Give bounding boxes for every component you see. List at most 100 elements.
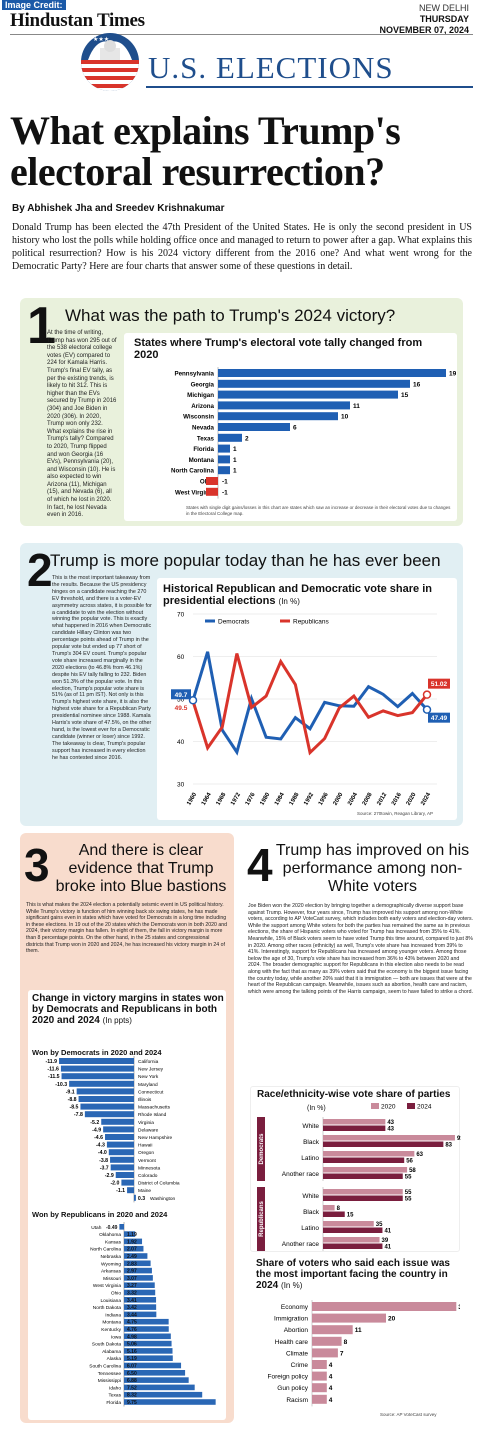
bar-category-label: South Carolina [89,1364,121,1370]
data-label: 4.76 [127,1327,137,1333]
data-label: 2.07 [127,1247,137,1253]
data-label: 58 [409,1168,416,1174]
bar [110,1164,134,1171]
y-tick-label: 40 [177,739,185,746]
data-label: -11.6 [47,1067,59,1073]
x-tick-label: 1992 [303,791,315,806]
data-label: -8.5 [69,1105,78,1111]
x-tick-label: 1996 [318,791,330,806]
bar-category-label: Virginia [138,1120,154,1126]
bar-category-label: Immigration [274,1316,308,1323]
section-body: This is what makes the 2024 election a p… [26,902,227,955]
data-label: -3.7 [100,1165,109,1171]
dateline-city: NEW DELHI [418,3,469,13]
x-tick-label: 1976 [245,791,257,806]
image-credit: Image Credit: [2,0,66,10]
flag-seal-icon: ★★★ [81,33,139,91]
masthead: Hindustan Times [10,10,145,31]
bar [76,1088,134,1095]
bar-label: Montana [189,457,215,464]
bar [218,444,230,453]
bar-category-label: Alaska [107,1356,122,1362]
bar-label: Arizona [191,403,214,410]
bar-category-label: Indiana [105,1312,121,1318]
bar-category-label: Latino [301,1155,319,1162]
bar-category-label: Iowa [111,1334,121,1340]
bar-category-label: Alabama [102,1349,121,1355]
data-label: 11 [355,1327,362,1334]
bar [323,1211,345,1217]
bar [101,1118,134,1125]
data-label: 1 [233,457,237,464]
bar [103,1126,134,1133]
divider [146,86,473,88]
chart4-title-extra: (In %) [257,1102,326,1113]
bar-category-label: Mississippi [98,1378,121,1384]
bar [59,1058,134,1064]
chart2-title: Historical Republican and Democratic vot… [163,583,453,608]
data-label: -9.1 [66,1089,75,1095]
y-tick-label: 50 [177,697,185,704]
data-label: 55 [405,1197,412,1203]
bar-category-label: North Carolina [90,1247,121,1253]
bar [124,1311,157,1318]
bar [134,1194,136,1201]
data-label: 6.50 [127,1371,137,1377]
headline: What explains Trump's electoral resurrec… [10,108,401,194]
data-label: 47.49 [431,715,448,722]
bar-category-label: Utah [91,1225,101,1231]
bar [108,1149,134,1156]
bar [84,1111,134,1118]
bar [323,1237,380,1243]
data-label: 3.32 [127,1291,137,1297]
x-tick-label: 1964 [201,791,213,806]
data-label: 19 [449,371,457,378]
bar-category-label: Arkansas [101,1269,122,1275]
data-label: 35 [376,1222,383,1228]
bar [218,466,230,475]
data-label: 1 [233,446,237,453]
section-body: At the time of writing, Trump has won 29… [47,330,117,519]
data-label: -8.8 [68,1097,77,1103]
data-label: -4.3 [96,1143,105,1149]
legend-swatch [407,1103,415,1109]
data-label: 16 [413,381,421,388]
bar-category-label: Idaho [109,1385,121,1391]
bar [124,1260,151,1267]
bar [124,1318,169,1325]
point-marker [422,705,432,714]
data-label: 43 [387,1120,394,1126]
chart5-title-text: Share of voters who said each issue was … [256,1258,450,1291]
bar-category-label: Health care [275,1339,309,1346]
svg-text:★★★: ★★★ [93,36,109,43]
data-label: 6.07 [127,1364,137,1370]
data-label: 39 [458,1304,460,1311]
data-label: 41 [384,1245,391,1251]
data-label: -4.0 [98,1150,107,1156]
bar-category-label: Washington [150,1196,175,1202]
data-label: 5.06 [127,1342,137,1348]
bar-category-label: South Dakota [92,1342,121,1348]
x-tick-label: 2004 [347,791,359,806]
data-label: 7 [340,1350,344,1357]
data-label: -2.0 [110,1181,119,1187]
data-label: -0.49 [106,1225,118,1231]
data-label: 63 [416,1152,423,1158]
chart5-unit: (In %) [281,1281,303,1290]
data-label: 0.3 [138,1196,145,1202]
data-label: -1 [222,479,228,486]
bar [312,1313,386,1323]
bar-category-label: Kentucky [101,1327,121,1333]
bar [323,1221,374,1227]
section-title: And there is clear evidence that Trump b… [55,842,227,895]
dateline: NEW DELHI THURSDAY NOVEMBER 07, 2024 [379,3,469,36]
bar [312,1336,342,1346]
bar [323,1205,335,1211]
bar [312,1394,327,1404]
data-label: 91 [457,1136,461,1142]
bar-category-label: Minnesota [138,1165,160,1171]
bar [218,423,290,431]
chart1-note: States with single digit gains/losses in… [186,505,451,516]
section-title: What was the path to Trump's 2024 victor… [65,306,396,325]
point-marker [188,696,198,705]
